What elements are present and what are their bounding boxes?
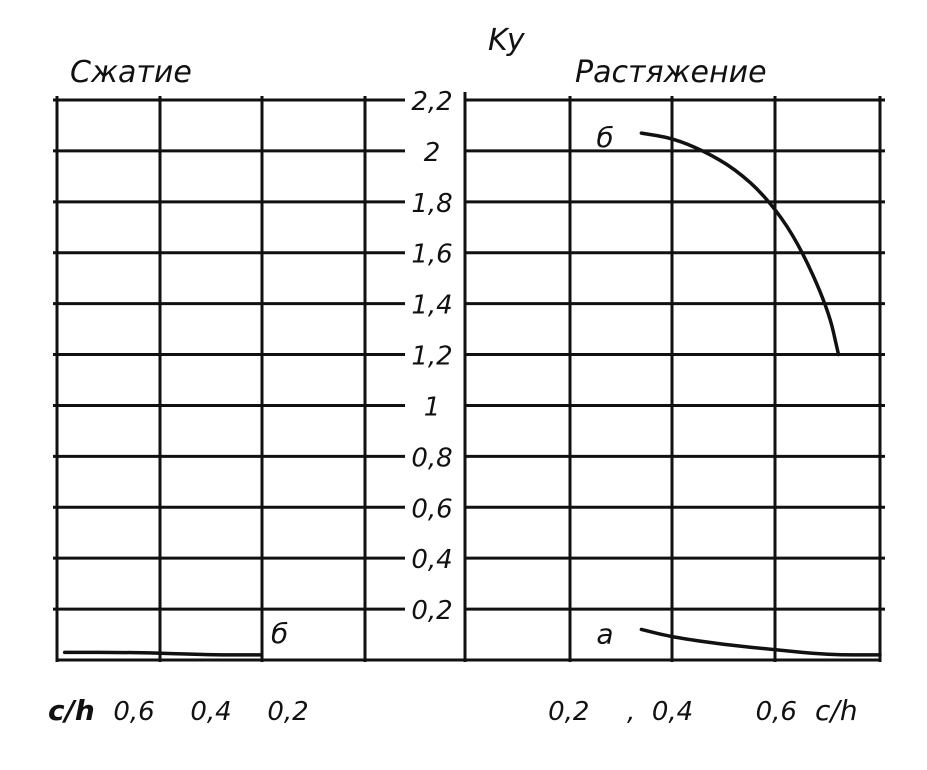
x-tick-label: 0,4	[190, 697, 231, 727]
left-panel-title: Сжатие	[70, 55, 192, 90]
x-tick-label: 0,4	[652, 697, 693, 727]
x-tick-label: 0,6	[113, 697, 154, 727]
series-line-right-б	[639, 131, 841, 357]
x-tick-separator: ,	[627, 697, 635, 727]
series-label: б	[596, 121, 613, 154]
y-tick-label: 1,4	[411, 291, 452, 321]
y-tick-label: 0,6	[411, 494, 452, 524]
series-label: б	[271, 617, 288, 650]
y-tick-label: 1,6	[411, 240, 452, 270]
y-tick-label: 2	[424, 138, 441, 168]
y-tick-label: 0,4	[411, 545, 452, 575]
tick-layer: 2,2 2 1,8 1,6 1,4 1,2 1 0,8 0,6 0,4 0,2 0,6 0,4 0,2 0,…	[48, 87, 858, 727]
y-tick-label: 0,8	[411, 443, 452, 473]
series-line-right-а	[639, 627, 882, 657]
right-panel-title: Растяжение	[575, 55, 767, 90]
y-axis-label: Ky	[488, 23, 526, 58]
series-label: а	[596, 617, 613, 650]
y-tick-label: 1,8	[411, 189, 452, 219]
x-axis-label-right: c/h	[815, 694, 858, 727]
series-line-left-б	[62, 650, 263, 657]
x-tick-label: 0,2	[267, 697, 308, 727]
x-tick-label: 0,2	[548, 697, 589, 727]
grid-layer	[53, 92, 885, 662]
y-tick-label: 0,2	[411, 596, 452, 626]
y-tick-label: 2,2	[411, 87, 452, 117]
x-axis-label-left: c/h	[48, 694, 95, 727]
y-tick-label: 1	[424, 392, 441, 422]
series-layer: б б а	[62, 121, 882, 657]
y-tick-label: 1,2	[411, 342, 452, 372]
x-tick-label: 0,6	[756, 697, 797, 727]
